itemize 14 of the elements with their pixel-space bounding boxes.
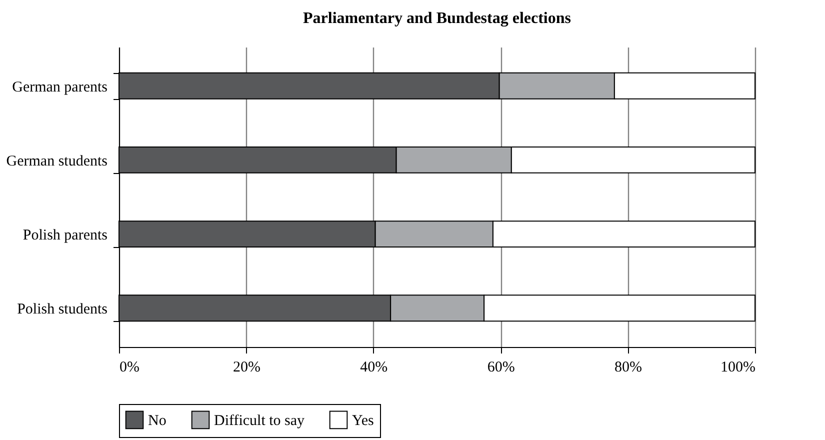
x-tick-label: 80% xyxy=(614,360,642,376)
legend-label: No xyxy=(148,412,166,429)
x-tick-label: 20% xyxy=(232,360,260,376)
x-tick-label: 60% xyxy=(487,360,515,376)
x-tick-label: 40% xyxy=(360,360,388,376)
y-tick-label: German students xyxy=(6,153,108,170)
x-tick-label: 100% xyxy=(720,360,756,376)
y-tick-label: Polish students xyxy=(17,302,108,318)
chart-title: Parliamentary and Bundestag elections xyxy=(303,10,571,27)
legend-label: Difficult to say xyxy=(214,412,306,429)
legend-label: Yes xyxy=(352,412,374,429)
y-tick-label: Polish parents xyxy=(22,228,108,244)
x-tick-label: 0% xyxy=(120,360,140,376)
y-tick-label: German parents xyxy=(12,79,108,96)
